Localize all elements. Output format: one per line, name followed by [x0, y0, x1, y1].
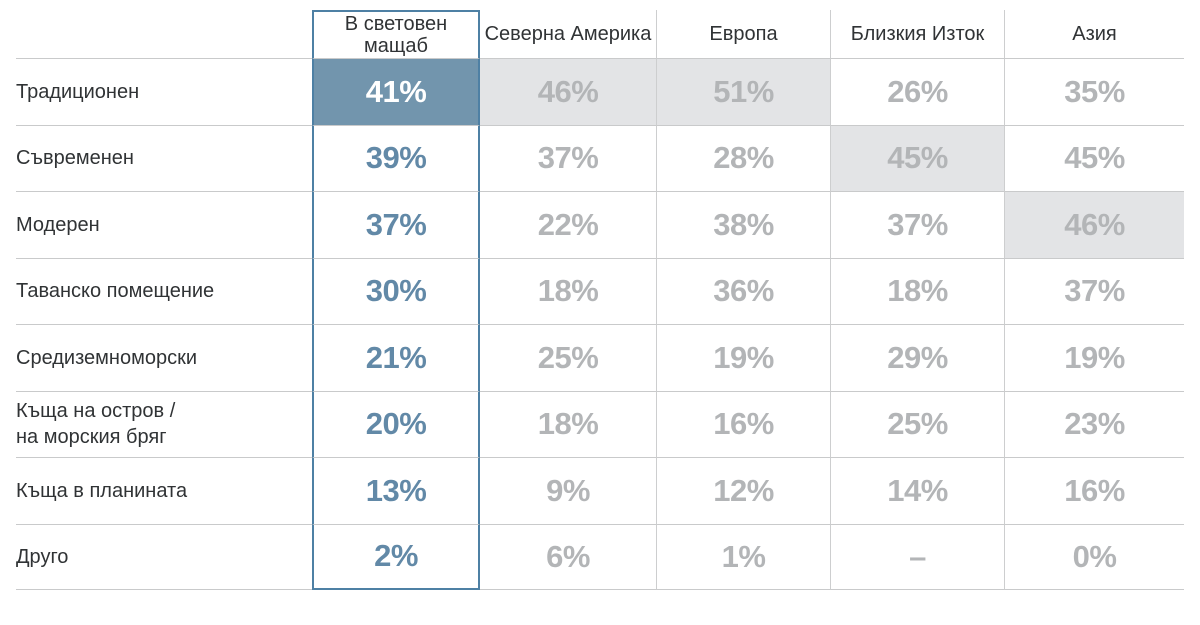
value-cell-europe: 36% — [656, 257, 830, 324]
value-cell-middle-east: 14% — [830, 457, 1004, 524]
column-header-north-america: Северна Америка — [480, 10, 656, 58]
value-cell-north-america: 18% — [480, 257, 656, 324]
value-cell-europe: 12% — [656, 457, 830, 524]
value-cell-asia: 16% — [1004, 457, 1184, 524]
column-header-europe: Европа — [656, 10, 830, 58]
value-cell-europe: 1% — [656, 523, 830, 590]
value-cell-global: 30% — [312, 257, 480, 324]
value-cell-global: 2% — [312, 523, 480, 590]
value-cell-north-america: 22% — [480, 191, 656, 258]
value-cell-asia: 23% — [1004, 390, 1184, 457]
value-cell-asia: 19% — [1004, 324, 1184, 391]
value-cell-north-america: 25% — [480, 324, 656, 391]
value-cell-north-america: 6% — [480, 523, 656, 590]
value-cell-global: 20% — [312, 390, 480, 457]
value-cell-asia: 0% — [1004, 523, 1184, 590]
value-cell-global: 37% — [312, 191, 480, 258]
value-cell-middle-east: 37% — [830, 191, 1004, 258]
value-cell-middle-east: 26% — [830, 58, 1004, 125]
value-cell-europe: 38% — [656, 191, 830, 258]
value-cell-north-america: 9% — [480, 457, 656, 524]
value-cell-global: 41% — [312, 58, 480, 125]
value-cell-global: 21% — [312, 324, 480, 391]
value-cell-north-america: 46% — [480, 58, 656, 125]
column-header-asia: Азия — [1004, 10, 1184, 58]
value-cell-middle-east: 18% — [830, 257, 1004, 324]
value-cell-europe: 19% — [656, 324, 830, 391]
value-cell-global: 39% — [312, 124, 480, 191]
row-label: Таванско помещение — [16, 257, 312, 324]
label-column-header — [16, 10, 312, 58]
value-cell-middle-east: – — [830, 523, 1004, 590]
value-cell-north-america: 37% — [480, 124, 656, 191]
value-cell-middle-east: 29% — [830, 324, 1004, 391]
value-cell-europe: 51% — [656, 58, 830, 125]
column-header-middle-east: Близкия Изток — [830, 10, 1004, 58]
row-label: Друго — [16, 523, 312, 590]
value-cell-asia: 46% — [1004, 191, 1184, 258]
row-label: Къща в планината — [16, 457, 312, 524]
value-cell-europe: 16% — [656, 390, 830, 457]
value-cell-asia: 37% — [1004, 257, 1184, 324]
value-cell-middle-east: 25% — [830, 390, 1004, 457]
column-header-global: В световен мащаб — [312, 10, 480, 58]
row-label: Традиционен — [16, 58, 312, 125]
style-preferences-table: В световен мащаб Северна Америка Европа … — [16, 10, 1184, 590]
value-cell-asia: 35% — [1004, 58, 1184, 125]
value-cell-global: 13% — [312, 457, 480, 524]
value-cell-asia: 45% — [1004, 124, 1184, 191]
value-cell-north-america: 18% — [480, 390, 656, 457]
row-label: Къща на остров / на морския бряг — [16, 390, 312, 457]
value-cell-europe: 28% — [656, 124, 830, 191]
row-label: Модерен — [16, 191, 312, 258]
row-label: Съвременен — [16, 124, 312, 191]
row-label: Средиземноморски — [16, 324, 312, 391]
value-cell-middle-east: 45% — [830, 124, 1004, 191]
